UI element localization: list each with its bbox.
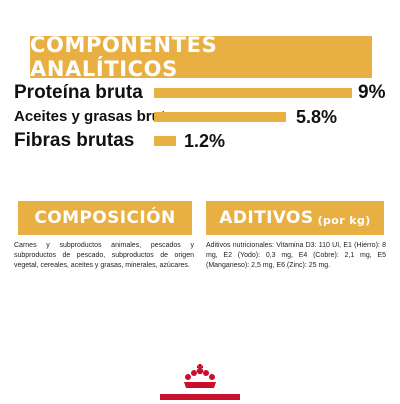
analytic-label: Proteína bruta (14, 82, 143, 103)
brand-logo (160, 360, 240, 400)
additives-unit: (por kg) (317, 213, 371, 227)
analytic-components-banner: COMPONENTES ANALÍTICOS (30, 33, 372, 81)
analytic-value: 5.8% (296, 106, 338, 127)
analytic-value: 9% (358, 82, 386, 103)
composition-text: Carnes y subproductos animales, pescados… (14, 242, 194, 269)
crown-icon (160, 364, 240, 400)
analytic-value: 1.2% (184, 130, 226, 151)
composition-title: COMPOSICIÓN (34, 208, 176, 228)
analytic-label: Fibras brutas (14, 130, 135, 151)
composition-banner: COMPOSICIÓN (18, 201, 192, 235)
analytic-bar (154, 88, 352, 98)
analytic-label: Aceites y grasas brutos (14, 108, 184, 125)
additives-banner: ADITIVOS (por kg) (206, 201, 384, 235)
analytic-row-protein: Proteína bruta 9% (14, 82, 394, 104)
analytic-row-fat: Aceites y grasas brutos 5.8% (14, 106, 394, 128)
analytic-bar (154, 112, 286, 122)
analytic-bar (154, 136, 176, 146)
additives-title: ADITIVOS (219, 208, 314, 228)
additives-text: Aditivos nutricionales: Vitamina D3: 110… (206, 242, 386, 269)
analytic-row-fiber: Fibras brutas 1.2% (14, 130, 394, 152)
analytic-components-title: COMPONENTES ANALÍTICOS (30, 33, 218, 81)
